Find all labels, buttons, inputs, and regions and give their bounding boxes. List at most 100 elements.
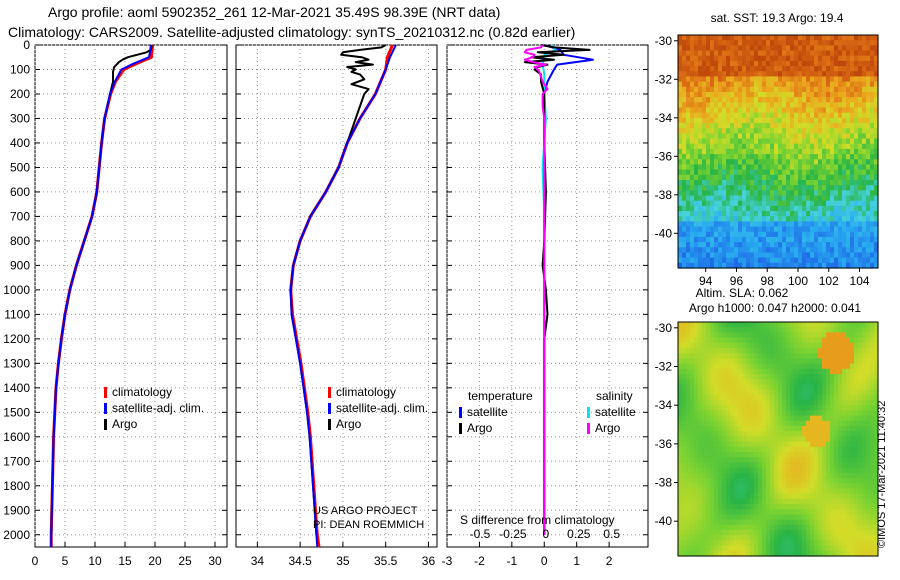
sst-map-cell xyxy=(838,35,843,41)
sst-map-cell xyxy=(746,117,751,124)
sst-map-cell xyxy=(758,81,763,88)
sst-map-xtick-label: 96 xyxy=(730,274,744,288)
sla-map-cell xyxy=(718,353,723,359)
sla-map-cell xyxy=(718,332,723,339)
sla-map-cell xyxy=(694,446,699,453)
sst-map-cell xyxy=(774,159,779,166)
sst-map-cell xyxy=(810,45,815,52)
sla-map-cell xyxy=(842,530,847,536)
sst-map-cell xyxy=(778,236,783,243)
sla-map-cell xyxy=(778,384,783,391)
sla-map-cell xyxy=(710,368,715,375)
sst-map-cell xyxy=(762,143,767,150)
sst-map-cell xyxy=(682,123,687,129)
sst-map-cell xyxy=(714,226,719,233)
sst-map-cell xyxy=(682,164,687,171)
sst-map-cell xyxy=(714,221,719,228)
sla-map-cell xyxy=(830,327,835,333)
sst-map-cell xyxy=(778,117,783,124)
salinity-legend-swatch xyxy=(328,387,331,398)
sst-map-cell xyxy=(690,143,695,150)
sla-map-cell xyxy=(694,415,699,422)
sst-map-cell xyxy=(690,231,695,238)
diff-legend-swatch xyxy=(587,407,590,418)
sla-map-cell xyxy=(842,337,847,344)
sla-map-cell xyxy=(814,384,819,391)
sst-map-cell xyxy=(746,200,751,207)
sst-map-cell xyxy=(854,252,859,259)
sla-map-cell xyxy=(838,332,843,339)
depth-tick-label: 700 xyxy=(10,209,30,223)
sla-map-cell xyxy=(834,550,839,557)
sla-map-cell xyxy=(738,363,743,370)
sla-map-cell xyxy=(718,488,723,495)
sst-map-cell xyxy=(722,102,727,109)
sla-map-cell xyxy=(822,446,827,453)
sst-map-cell xyxy=(838,252,843,259)
sst-map-cell xyxy=(726,50,731,57)
sst-map-cell xyxy=(814,40,819,46)
sla-map-cell xyxy=(782,514,787,521)
sla-map-cell xyxy=(806,322,811,328)
sst-map-cell xyxy=(830,71,835,78)
sla-map-cell xyxy=(818,342,823,349)
sst-map-cell xyxy=(810,112,815,119)
sla-map-cell xyxy=(738,342,743,349)
sst-map-cell xyxy=(762,117,767,124)
sst-map-cell xyxy=(706,226,711,233)
sla-map-cell xyxy=(862,394,867,401)
sst-map-cell xyxy=(678,226,683,233)
sst-map-cell xyxy=(858,236,863,243)
sla-map-cell xyxy=(698,400,703,406)
sla-map-cell xyxy=(818,483,823,489)
sla-map-cell xyxy=(826,504,831,510)
sla-map-cell xyxy=(866,472,871,479)
sla-map-cell xyxy=(806,374,811,380)
diff-legend-swatch xyxy=(459,423,462,434)
sst-map-cell xyxy=(758,154,763,160)
sla-map-cell xyxy=(834,353,839,359)
sst-map-cell xyxy=(870,50,875,57)
sla-map-cell xyxy=(782,472,787,479)
sla-map-cell xyxy=(762,426,767,432)
sla-map-cell xyxy=(738,384,743,391)
sla-map-cell xyxy=(842,363,847,370)
sla-map-cell xyxy=(698,488,703,495)
sst-map-cell xyxy=(822,174,827,181)
sla-map-cell xyxy=(730,337,735,344)
sla-map-cell xyxy=(702,327,707,333)
sla-map-cell xyxy=(742,478,747,484)
sla-map-cell xyxy=(794,498,799,505)
sla-map-cell xyxy=(870,478,875,484)
sla-map-cell xyxy=(826,535,831,541)
sst-map-cell xyxy=(766,86,771,93)
sst-map-cell xyxy=(802,71,807,78)
sst-map-cell xyxy=(850,154,855,160)
sst-map-cell xyxy=(718,50,723,57)
sla-map-cell xyxy=(862,436,867,443)
sla-map-cell xyxy=(682,348,687,354)
sst-map-cell xyxy=(862,226,867,233)
sla-map-cell xyxy=(838,415,843,422)
sst-map-cell xyxy=(870,81,875,88)
sst-map-cell xyxy=(730,231,735,238)
sst-map-cell xyxy=(866,154,871,160)
sst-map-cell xyxy=(850,200,855,207)
sst-map-cell xyxy=(746,35,751,41)
sst-map-cell xyxy=(678,133,683,140)
sst-map-cell xyxy=(794,55,799,62)
sst-map-cell xyxy=(678,128,683,134)
sla-map-cell xyxy=(822,478,827,484)
sst-map-cell xyxy=(698,252,703,259)
sla-map-cell xyxy=(830,524,835,531)
sla-map-cell xyxy=(734,519,739,526)
sst-map-cell xyxy=(686,226,691,233)
sst-map-cell xyxy=(862,174,867,181)
sla-map-cell xyxy=(774,488,779,495)
sst-map-cell xyxy=(854,169,859,176)
sla-map-cell xyxy=(858,498,863,505)
sst-map-cell xyxy=(838,148,843,155)
sst-map-cell xyxy=(794,242,799,248)
sla-map-cell xyxy=(826,420,831,427)
sla-map-cell xyxy=(770,337,775,344)
